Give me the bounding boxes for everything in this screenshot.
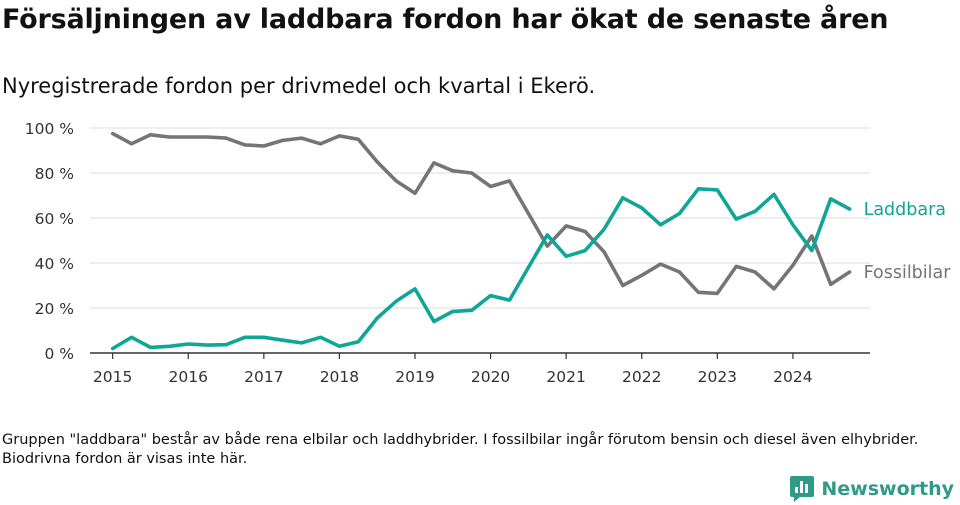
- x-axis: 2015 2016 2017 2018 2019 2020 2021 2022 2023 2024: [90, 352, 870, 386]
- series-label-fossilbilar: Fossilbilar: [864, 263, 952, 283]
- brand-logo: Newsworthy: [789, 474, 954, 504]
- footnote: Gruppen "laddbara" består av både rena e…: [2, 432, 919, 467]
- y-tick-label: 40 %: [35, 255, 74, 273]
- x-tick-label: 2020: [471, 368, 510, 386]
- x-tick-label: 2016: [169, 368, 208, 386]
- chart-subtitle: Nyregistrerade fordon per drivmedel och …: [2, 74, 596, 98]
- chart-title: Försäljningen av laddbara fordon har öka…: [2, 4, 889, 35]
- x-tick-label: 2018: [320, 368, 359, 386]
- series-lines: [110, 131, 852, 351]
- series-labels: Fossilbilar Laddbara: [864, 200, 952, 283]
- x-tick-label: 2019: [395, 368, 434, 386]
- y-tick-label: 100 %: [25, 120, 74, 138]
- series-line-fossilbilar: [110, 131, 852, 296]
- gridlines: [90, 127, 870, 309]
- line-chart: 0 %20 %40 %60 %80 %100 % 2015 2016 2017 201…: [25, 120, 952, 386]
- y-tick-label: 0 %: [44, 345, 74, 363]
- x-tick-label: 2024: [773, 368, 812, 386]
- brand-name: Newsworthy: [821, 478, 954, 500]
- x-tick-label: 2023: [698, 368, 737, 386]
- x-tick-label: 2022: [622, 368, 661, 386]
- series-label-laddbara: Laddbara: [864, 200, 946, 220]
- x-tick-label: 2015: [93, 368, 132, 386]
- y-tick-label: 20 %: [35, 300, 74, 318]
- newsworthy-logo-icon: [790, 476, 815, 502]
- x-tick-label: 2021: [546, 368, 585, 386]
- y-axis-tick-labels: 0 % 20 % 40 % 60 % 80 % 100 %: [25, 120, 74, 363]
- y-tick-label: 60 %: [35, 210, 74, 228]
- x-tick-label: 2017: [244, 368, 283, 386]
- y-tick-label: 80 %: [35, 165, 74, 183]
- series-line-laddbara: [110, 187, 852, 351]
